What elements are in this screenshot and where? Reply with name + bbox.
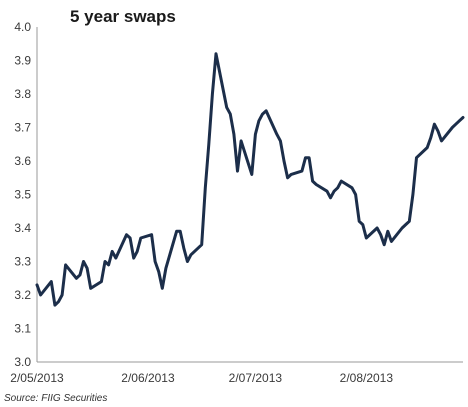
- x-tick-label: 2/06/2013: [121, 371, 175, 385]
- chart-title: 5 year swaps: [70, 7, 176, 26]
- y-tick-label: 3.0: [14, 355, 31, 369]
- y-tick-label: 3.2: [14, 288, 31, 302]
- y-tick-label: 3.1: [14, 322, 31, 336]
- y-tick-label: 3.5: [14, 188, 31, 202]
- series-line: [35, 52, 465, 307]
- series-group: [35, 52, 465, 307]
- y-tick-label: 3.7: [14, 121, 31, 135]
- x-tick-label: 2/05/2013: [10, 371, 64, 385]
- y-tick-label: 4.0: [14, 20, 31, 34]
- x-tick-labels: 2/05/2013 2/06/2013 2/07/2013 2/08/2013: [10, 371, 393, 385]
- y-tick-label: 3.8: [14, 87, 31, 101]
- source-note: Source: FIIG Securities: [4, 393, 107, 404]
- y-tick-labels: 3.0 3.1 3.2 3.3 3.4 3.5 3.6 3.7 3.8 3.9 4.0: [14, 20, 31, 369]
- y-tick-label: 3.9: [14, 54, 31, 68]
- y-tick-label: 3.3: [14, 255, 31, 269]
- x-tick-label: 2/07/2013: [229, 371, 283, 385]
- y-tick-label: 3.4: [14, 221, 31, 235]
- x-tick-label: 2/08/2013: [340, 371, 394, 385]
- y-tick-label: 3.6: [14, 154, 31, 168]
